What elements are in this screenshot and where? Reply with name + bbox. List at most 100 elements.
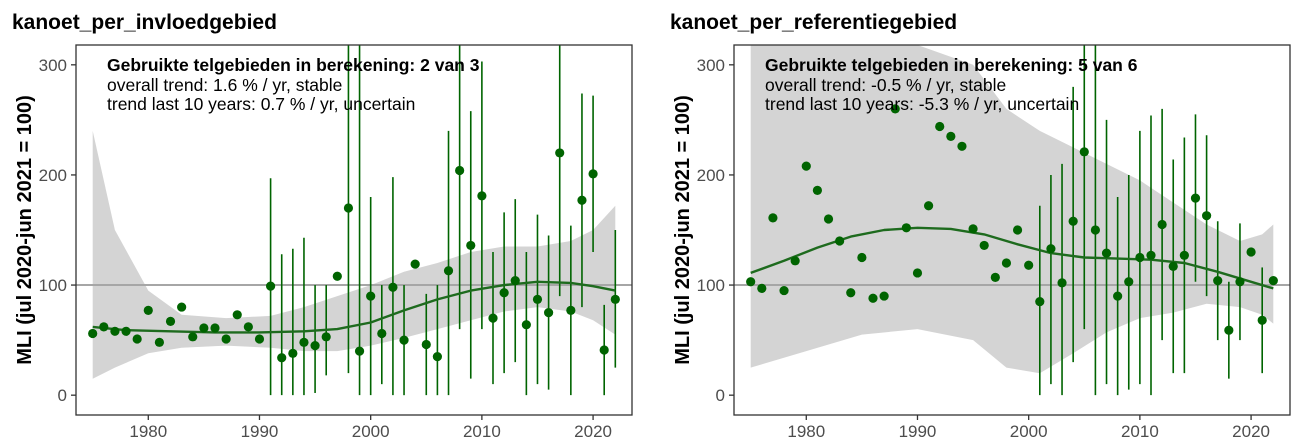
chart-right-svg: kanoet_per_referentiegebied MLI (jul 2020… xyxy=(670,11,1291,441)
chart-0-point-21 xyxy=(321,332,331,342)
chart-0-point-29 xyxy=(410,259,420,269)
chart-0-point-6 xyxy=(154,337,164,347)
chart-1-ytick-label-1: 100 xyxy=(697,276,725,295)
chart-0-xtick-label-2: 2000 xyxy=(352,422,390,441)
chart-1-point-24 xyxy=(1012,225,1023,235)
chart-0-point-28 xyxy=(399,335,409,345)
chart-1-plot-area xyxy=(734,45,1290,396)
chart-panel-left: kanoet_per_invloedgebied MLI (jul 2020-ju… xyxy=(0,0,657,441)
chart-0-point-3 xyxy=(121,326,131,336)
chart-0-point-9 xyxy=(188,332,198,342)
chart-1-point-20 xyxy=(968,224,978,234)
chart-1-point-47 xyxy=(1268,276,1278,286)
chart-1-annotation-overall-trend: overall trend: -0.5 % / yr, stable xyxy=(765,75,1006,95)
chart-0-ytick-label-3: 300 xyxy=(39,56,67,75)
chart-1-annotation-recent-trend: trend last 10 years: -5.3 % / yr, uncert… xyxy=(765,94,1079,114)
chart-1-point-46 xyxy=(1257,315,1267,325)
chart-1-ylabel: MLI (jul 2020-jun 2021 = 100) xyxy=(672,95,694,365)
chart-left-svg: kanoet_per_invloedgebied MLI (jul 2020-ju… xyxy=(12,11,633,441)
chart-0-title: kanoet_per_invloedgebied xyxy=(12,11,277,34)
chart-0-trend-line xyxy=(92,280,616,334)
chart-0-point-10 xyxy=(199,323,209,333)
chart-1-point-11 xyxy=(868,293,878,303)
chart-1-point-30 xyxy=(1079,147,1089,157)
chart-0-point-14 xyxy=(243,322,253,332)
chart-1-point-5 xyxy=(801,161,811,171)
chart-1-point-29 xyxy=(1068,216,1078,226)
chart-1-point-19 xyxy=(957,141,967,151)
chart-0-point-8 xyxy=(177,302,187,312)
chart-0-ytick-label-1: 100 xyxy=(39,276,67,295)
chart-0-point-38 xyxy=(510,276,520,286)
chart-0-annotation-heading: Gebruikte telgebieden in berekening: 2 v… xyxy=(107,55,480,75)
chart-1-point-38 xyxy=(1168,261,1178,271)
chart-0-point-34 xyxy=(466,240,476,251)
chart-0-point-25 xyxy=(366,291,376,301)
chart-1-point-7 xyxy=(823,214,834,224)
chart-0-plot-area xyxy=(76,45,632,396)
chart-1-point-0 xyxy=(746,277,756,287)
chart-1-point-34 xyxy=(1124,277,1134,287)
chart-1-annotation-heading: Gebruikte telgebieden in berekening: 5 v… xyxy=(765,55,1138,75)
chart-0-point-12 xyxy=(221,334,231,344)
chart-0-point-13 xyxy=(232,310,242,320)
chart-0-point-43 xyxy=(566,305,576,315)
chart-1-point-25 xyxy=(1024,260,1034,270)
chart-0-confidence-ribbon xyxy=(92,130,616,379)
chart-1-title: kanoet_per_referentiegebied xyxy=(670,11,957,34)
chart-0-point-19 xyxy=(299,337,309,347)
chart-1-point-1 xyxy=(757,283,767,293)
chart-1-point-23 xyxy=(1001,258,1012,268)
chart-1-point-6 xyxy=(812,185,822,195)
chart-0-point-45 xyxy=(588,169,598,179)
chart-0-point-40 xyxy=(532,294,543,304)
chart-0-point-47 xyxy=(610,294,620,304)
chart-0-point-15 xyxy=(254,334,265,344)
chart-1-point-10 xyxy=(857,252,867,263)
chart-0-point-37 xyxy=(499,288,509,298)
chart-1-point-28 xyxy=(1057,278,1067,288)
chart-0-xtick-label-3: 2010 xyxy=(463,422,501,441)
chart-0-ytick-label-2: 200 xyxy=(39,166,67,185)
chart-0-point-33 xyxy=(455,165,465,176)
chart-1-panel-border xyxy=(733,44,1291,416)
chart-1-point-44 xyxy=(1235,277,1245,287)
chart-0-point-4 xyxy=(132,334,142,344)
chart-1-point-36 xyxy=(1146,250,1156,260)
chart-0-point-16 xyxy=(266,281,276,291)
chart-1-point-33 xyxy=(1113,291,1123,301)
chart-1-point-14 xyxy=(901,223,911,233)
chart-1-xtick-label-1: 1990 xyxy=(899,422,937,441)
chart-1-point-16 xyxy=(924,201,934,211)
chart-0-ytick-label-0: 0 xyxy=(58,386,67,405)
chart-0-point-35 xyxy=(477,191,487,201)
chart-0-point-2 xyxy=(110,326,120,336)
chart-1-point-41 xyxy=(1202,211,1212,221)
chart-0-point-11 xyxy=(210,323,220,333)
chart-1-ytick-label-0: 0 xyxy=(716,386,725,405)
chart-1-point-2 xyxy=(768,213,778,223)
chart-1-xtick-label-0: 1980 xyxy=(787,422,825,441)
chart-0-point-1 xyxy=(99,322,109,332)
chart-1-point-27 xyxy=(1046,244,1056,254)
chart-1-ytick-label-3: 300 xyxy=(697,56,725,75)
chart-0-ylabel: MLI (jul 2020-jun 2021 = 100) xyxy=(14,95,36,365)
chart-1-point-40 xyxy=(1190,193,1201,203)
chart-1-xtick-label-3: 2010 xyxy=(1121,422,1159,441)
chart-0-point-42 xyxy=(555,148,565,158)
chart-0-point-7 xyxy=(165,316,176,326)
chart-0-xtick-label-1: 1990 xyxy=(241,422,279,441)
chart-0-xtick-label-4: 2020 xyxy=(574,422,612,441)
chart-0-point-26 xyxy=(377,328,387,339)
chart-0-xtick-label-0: 1980 xyxy=(129,422,167,441)
chart-0-point-18 xyxy=(288,348,298,358)
chart-0-point-24 xyxy=(354,346,365,356)
chart-0-point-36 xyxy=(488,313,498,323)
chart-1-point-17 xyxy=(935,121,945,132)
chart-0-point-32 xyxy=(443,266,454,276)
chart-1-point-21 xyxy=(979,240,989,251)
chart-1-point-39 xyxy=(1179,250,1189,260)
chart-1-point-31 xyxy=(1090,225,1100,235)
chart-0-panel-border xyxy=(75,44,633,416)
chart-0-point-30 xyxy=(421,339,431,350)
